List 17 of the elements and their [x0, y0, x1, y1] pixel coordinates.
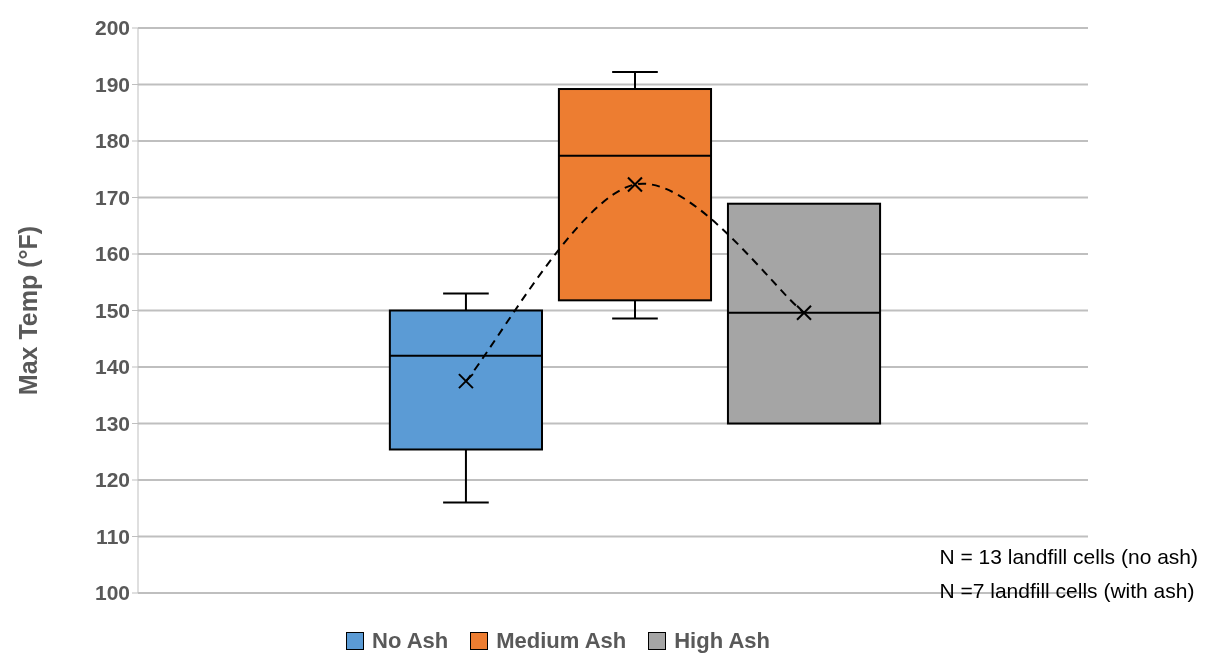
y-tick-label: 160 [94, 242, 130, 266]
legend-label: Medium Ash [496, 628, 627, 654]
y-tick-label: 170 [94, 185, 130, 209]
legend-label: No Ash [372, 628, 449, 654]
y-tick-label: 110 [96, 524, 130, 548]
legend-label: High Ash [674, 628, 770, 654]
annotation: N =7 landfill cells (with ash) [939, 578, 1196, 604]
y-tick-label: 190 [94, 72, 130, 96]
annotation: N = 13 landfill cells (no ash) [939, 544, 1198, 570]
y-axis-title: Max Temp (°F) [13, 225, 42, 396]
y-tick-label: 180 [94, 129, 130, 153]
y-tick-label: 200 [94, 16, 130, 40]
y-tick-label: 120 [94, 468, 130, 492]
y-tick-label: 150 [94, 298, 130, 322]
y-tick-label: 140 [94, 355, 130, 379]
y-tick-label: 100 [94, 581, 130, 605]
y-tick-label: 130 [94, 411, 130, 435]
